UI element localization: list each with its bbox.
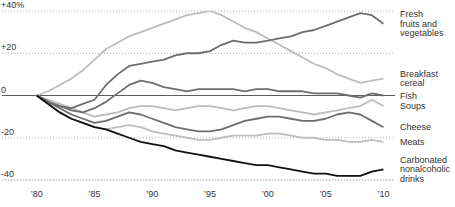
grid-line bbox=[2, 137, 395, 138]
series-line bbox=[37, 81, 384, 113]
series-line bbox=[37, 96, 384, 176]
series-label: Meats bbox=[400, 137, 425, 147]
y-tick-label: +20 bbox=[1, 42, 16, 52]
grid-line bbox=[2, 11, 395, 12]
x-tick-label: ’80 bbox=[31, 189, 43, 199]
series-line bbox=[37, 96, 384, 117]
x-tick-label: ’10 bbox=[377, 189, 389, 199]
lines bbox=[37, 11, 384, 176]
series-label: Cheese bbox=[400, 122, 431, 132]
x-axis bbox=[2, 180, 395, 181]
series-label: Carbonatednonalcoholicdrinks bbox=[400, 155, 451, 184]
y-tick-label: -20 bbox=[1, 127, 14, 137]
y-tick-label: -40 bbox=[1, 169, 14, 179]
y-tick-label: +40% bbox=[1, 0, 24, 10]
series-label: Soups bbox=[400, 101, 426, 111]
x-tick-label: ’85 bbox=[88, 189, 100, 199]
series-label: Freshfruits andvegetables bbox=[400, 9, 444, 38]
grid-line bbox=[2, 180, 395, 181]
series-label: Breakfastcereal bbox=[400, 69, 439, 89]
x-tick-label: ’90 bbox=[146, 189, 158, 199]
y-tick-label: 0 bbox=[1, 85, 6, 95]
x-tick-label: ’95 bbox=[204, 189, 216, 199]
series-label: Fish bbox=[400, 91, 417, 101]
x-tick-label: ’00 bbox=[262, 189, 274, 199]
chart: +40% +20 0 -20 -40 ’80 ’85 ’90 ’95 ’00 ’05 ’10 Fresh… bbox=[0, 0, 455, 207]
x-tick-label: ’05 bbox=[320, 189, 332, 199]
zero-line bbox=[2, 95, 395, 96]
